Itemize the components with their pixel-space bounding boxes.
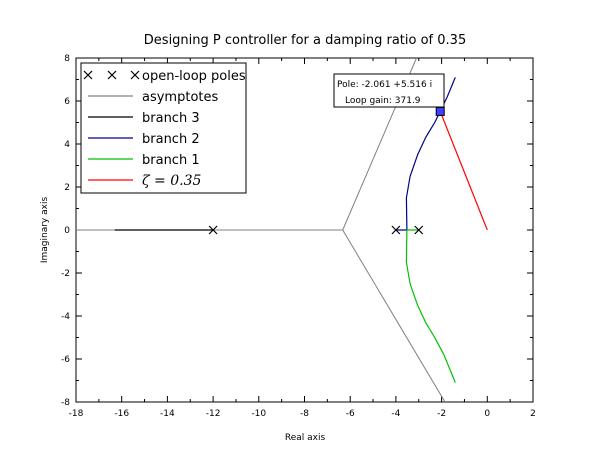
legend-pole-marker	[107, 70, 117, 80]
legend-label: branch 3	[142, 111, 200, 126]
x-tick-label: -10	[251, 409, 266, 419]
legend: open-loop poles asymptotes branch 3 branch …	[80, 62, 247, 194]
datatip-pole-text: Pole: -2.061 +5.516 i	[337, 80, 432, 90]
y-tick-label: 8	[64, 54, 70, 64]
legend-pole-marker	[130, 70, 140, 80]
y-tick-label: -6	[61, 355, 70, 365]
datatip[interactable]: Pole: -2.061 +5.516 i Loop gain: 371.9	[333, 73, 445, 116]
x-tick-label: 0	[484, 409, 490, 419]
y-axis-label: Imaginary axis	[40, 197, 50, 264]
legend-label: ζ = 0.35	[142, 173, 201, 189]
datatip-marker	[435, 106, 445, 116]
y-tick-label: 2	[64, 183, 70, 193]
x-tick-labels: -18 -16 -14 -12 -10 -8 -6 -4 -2 0 2	[69, 409, 536, 419]
x-tick-label: -18	[69, 409, 84, 419]
y-tick-labels: -8 -6 -4 -2 0 2 4 6 8	[61, 54, 70, 408]
open-loop-pole-marker	[391, 225, 401, 235]
x-tick-label: -6	[346, 409, 355, 419]
datatip-gain-text: Loop gain: 371.9	[345, 96, 421, 106]
legend-label: branch 1	[142, 153, 200, 168]
legend-pole-marker	[83, 70, 93, 80]
zeta-line	[439, 111, 488, 231]
y-tick-label: 0	[64, 226, 70, 236]
x-tick-label: -2	[437, 409, 446, 419]
datatip-box	[333, 73, 445, 108]
branch-1-line	[405, 229, 456, 383]
x-tick-label: -8	[300, 409, 309, 419]
y-tick-label: 6	[64, 97, 70, 107]
y-tick-label: -8	[61, 398, 70, 408]
legend-label: branch 2	[142, 132, 200, 147]
x-axis-label: Real axis	[285, 433, 326, 443]
x-tick-label: -14	[160, 409, 175, 419]
open-loop-pole-marker	[414, 225, 424, 235]
y-tick-label: -4	[61, 312, 70, 322]
open-loop-pole-marker	[208, 225, 218, 235]
x-tick-label: 2	[530, 409, 536, 419]
x-tick-label: -16	[114, 409, 129, 419]
chart-title: Designing P controller for a damping rat…	[144, 33, 466, 48]
asymptote-line	[342, 229, 446, 403]
legend-label: asymptotes	[142, 90, 218, 105]
x-tick-label: -12	[206, 409, 221, 419]
legend-label: open-loop poles	[142, 69, 246, 84]
x-tick-label: -4	[391, 409, 400, 419]
y-tick-label: 4	[64, 140, 70, 150]
legend-box	[80, 62, 247, 194]
y-tick-label: -2	[61, 269, 70, 279]
